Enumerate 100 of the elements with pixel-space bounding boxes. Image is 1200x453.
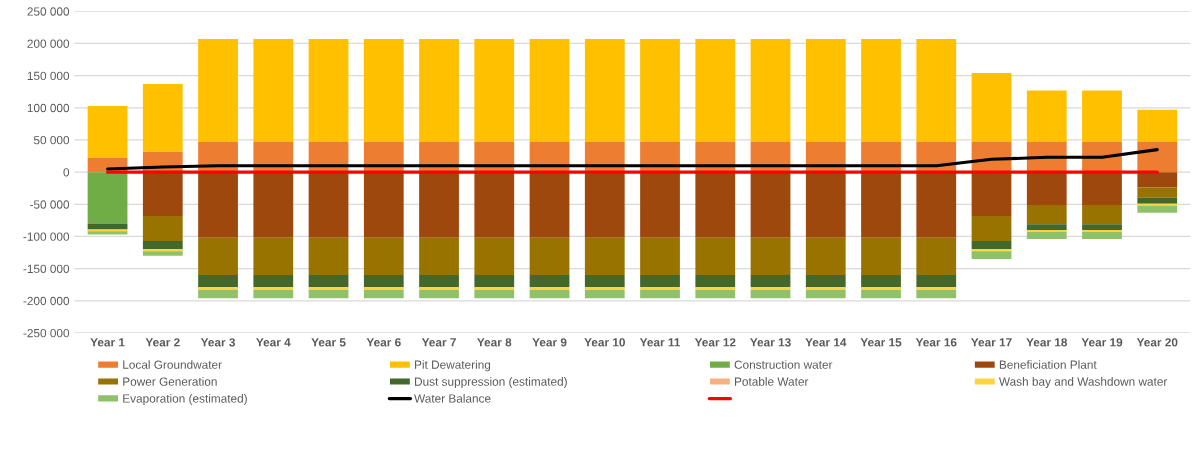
bar [971, 240, 1012, 250]
x-tick-label: Year 7 [421, 338, 456, 347]
bar [529, 38, 570, 142]
bar [916, 172, 957, 238]
bar [529, 172, 570, 238]
bar [805, 172, 846, 238]
y-tick-label: -100 000 [23, 232, 70, 241]
bar [1082, 204, 1122, 225]
bar [861, 289, 901, 299]
x-tick-label: Year 10 [584, 338, 625, 347]
bar [750, 237, 791, 276]
bar [253, 289, 294, 299]
y-tick-label: -250 000 [23, 328, 70, 338]
bar [419, 275, 459, 288]
x-tick-label: Year 14 [805, 338, 847, 347]
bar [805, 287, 846, 290]
bar [1082, 90, 1122, 142]
bar [1082, 224, 1122, 231]
bar [861, 172, 901, 238]
y-tick-label: 100 000 [27, 103, 70, 113]
legend-label: Pit Dewatering [415, 360, 491, 372]
bar [750, 38, 791, 142]
bar [308, 275, 349, 288]
bar [308, 237, 349, 276]
y-tick-label: -200 000 [23, 296, 70, 306]
x-tick-label: Year 15 [860, 338, 902, 347]
bar [640, 289, 680, 299]
legend-label: Evaporation (estimated) [123, 394, 247, 406]
bar [971, 172, 1012, 216]
x-tick-label: Year 19 [1081, 338, 1123, 347]
x-tick-label: Year 5 [311, 338, 346, 347]
bar [142, 215, 183, 241]
x-tick-label: Year 17 [971, 338, 1012, 347]
bar [861, 237, 901, 276]
bar [695, 287, 736, 290]
x-tick-label: Year 20 [1136, 338, 1178, 347]
bar [474, 287, 515, 290]
bar [1026, 224, 1067, 231]
bar [142, 84, 183, 152]
bar [640, 287, 680, 290]
bar [695, 237, 736, 276]
legend-label: Power Generation [123, 377, 217, 386]
bar [584, 38, 625, 142]
x-tick-label: Year 1 [90, 338, 125, 347]
legend-label: Potable Water [735, 377, 809, 386]
legend-label: Beneficiation Plant [999, 360, 1097, 369]
x-tick-label: Year 3 [200, 338, 236, 347]
legend-label: Construction water [734, 360, 833, 369]
x-tick-label: Year 4 [256, 338, 291, 347]
bar [419, 172, 459, 238]
bar [916, 237, 957, 276]
y-tick-label: -150 000 [23, 264, 70, 274]
bar [695, 275, 736, 288]
bar [198, 275, 238, 288]
legend-label: Wash bay and Washdown water [998, 377, 1168, 389]
bar [142, 240, 183, 250]
bar [971, 251, 1012, 259]
bar [695, 289, 736, 299]
bar [419, 237, 459, 276]
x-tick-label: Year 16 [915, 338, 957, 347]
bar [584, 172, 625, 238]
bar [1026, 231, 1067, 240]
x-tick-label: Year 2 [145, 338, 180, 347]
y-tick-label: 0 [63, 168, 70, 177]
bar [529, 287, 570, 290]
bar [198, 172, 238, 238]
bar [861, 275, 901, 288]
x-tick-label: Year 11 [639, 338, 681, 347]
bar [253, 38, 294, 142]
x-tick-label: Year 6 [366, 338, 401, 347]
bar [584, 289, 625, 299]
bar [916, 275, 957, 288]
bar [308, 172, 349, 238]
bar [916, 289, 957, 299]
bar [640, 172, 680, 238]
bar [87, 105, 128, 158]
bar [750, 287, 791, 290]
bar [308, 289, 349, 299]
bar [87, 172, 128, 224]
bar [1026, 90, 1067, 142]
bar [1082, 231, 1122, 240]
y-tick-label: 200 000 [27, 39, 70, 48]
bar [529, 275, 570, 288]
bar [805, 275, 846, 288]
bar [750, 275, 791, 288]
bar [308, 287, 349, 290]
bar [1137, 109, 1178, 142]
bar [750, 172, 791, 238]
bar [198, 237, 238, 276]
bar [695, 38, 736, 142]
bar [142, 251, 183, 256]
bar [419, 289, 459, 299]
legend-label: Local Groundwater [123, 360, 222, 369]
bar [584, 275, 625, 288]
bar [584, 287, 625, 290]
bar [474, 289, 515, 299]
y-tick-label: 250 000 [27, 7, 70, 16]
bar [861, 287, 901, 290]
line-series [106, 148, 1159, 171]
x-tick-label: Year 18 [1026, 338, 1068, 347]
